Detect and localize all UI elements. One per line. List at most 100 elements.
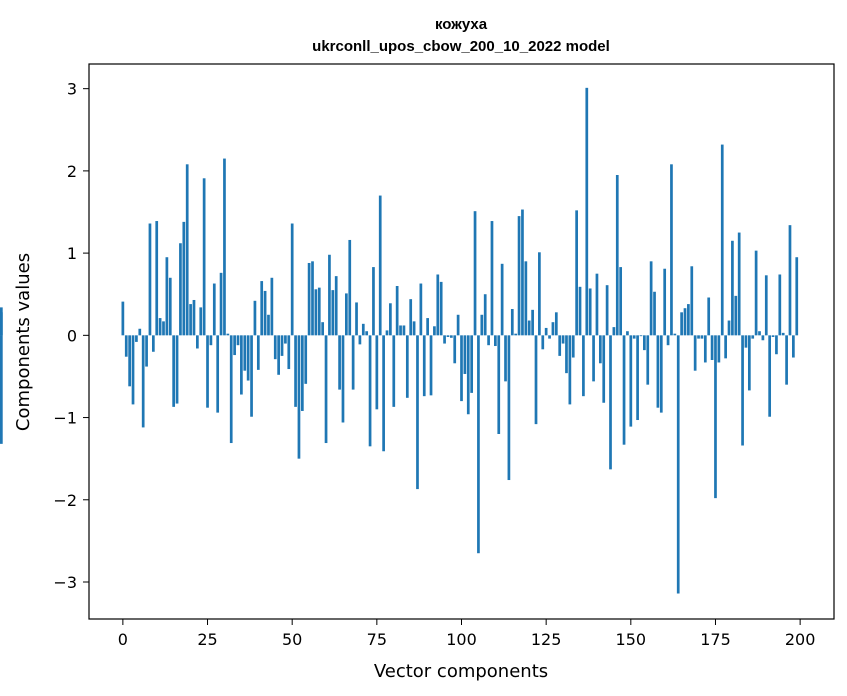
bar bbox=[724, 335, 727, 359]
bar bbox=[192, 299, 196, 336]
bar bbox=[615, 175, 619, 336]
bar bbox=[517, 216, 521, 336]
bar bbox=[792, 335, 795, 358]
bar bbox=[697, 335, 700, 339]
bar bbox=[795, 257, 799, 336]
bar bbox=[734, 295, 738, 336]
bar bbox=[375, 335, 379, 410]
bar bbox=[622, 335, 626, 445]
bar bbox=[487, 335, 490, 346]
bar bbox=[588, 288, 592, 336]
bar bbox=[578, 286, 582, 336]
bar bbox=[632, 335, 636, 339]
bar bbox=[392, 335, 396, 407]
bar bbox=[389, 303, 392, 336]
bar bbox=[409, 299, 413, 336]
bar bbox=[277, 335, 280, 375]
bar bbox=[253, 300, 257, 336]
bar bbox=[690, 266, 694, 336]
bar bbox=[182, 221, 186, 336]
bar bbox=[419, 283, 423, 336]
bar bbox=[561, 335, 565, 344]
bar bbox=[538, 252, 541, 336]
bar bbox=[598, 335, 602, 364]
bar bbox=[771, 335, 775, 337]
bar bbox=[568, 335, 572, 405]
bar bbox=[473, 211, 477, 336]
bar bbox=[477, 335, 480, 554]
bar bbox=[294, 335, 297, 407]
bar bbox=[304, 335, 308, 384]
bar bbox=[714, 335, 717, 499]
bar bbox=[544, 327, 548, 336]
bar bbox=[141, 335, 145, 428]
bar bbox=[135, 335, 138, 342]
y-tick-label: 1 bbox=[67, 244, 77, 263]
bar bbox=[554, 312, 558, 336]
bar bbox=[236, 335, 240, 346]
bar bbox=[480, 314, 484, 336]
y-tick-label: −2 bbox=[53, 491, 77, 510]
bar bbox=[449, 335, 453, 338]
bar bbox=[243, 335, 247, 371]
bar bbox=[351, 335, 355, 390]
bar bbox=[165, 257, 169, 336]
bar bbox=[507, 335, 511, 481]
y-tick-label: −1 bbox=[53, 409, 77, 428]
bar bbox=[345, 293, 348, 336]
bar bbox=[504, 335, 507, 382]
x-tick-label: 200 bbox=[785, 630, 816, 649]
bar bbox=[741, 335, 744, 446]
bar bbox=[284, 335, 287, 344]
bar bbox=[307, 262, 311, 336]
bar bbox=[663, 268, 667, 336]
bar bbox=[131, 335, 135, 405]
bar bbox=[524, 261, 528, 336]
bar bbox=[331, 290, 335, 336]
bar bbox=[656, 335, 660, 408]
bar bbox=[358, 335, 362, 345]
bar bbox=[500, 263, 504, 336]
bar bbox=[168, 277, 172, 336]
bar bbox=[761, 335, 765, 341]
bar bbox=[148, 223, 152, 336]
bar bbox=[138, 328, 142, 336]
bar bbox=[703, 335, 707, 363]
bar bbox=[412, 321, 416, 336]
bar bbox=[609, 335, 612, 470]
bar bbox=[582, 335, 585, 397]
bar bbox=[199, 307, 203, 336]
bar bbox=[426, 318, 429, 336]
bar bbox=[128, 335, 131, 387]
x-axis-label: Vector components bbox=[374, 661, 548, 682]
bar bbox=[639, 335, 643, 337]
bar bbox=[290, 223, 294, 336]
bar bbox=[494, 335, 497, 347]
bar bbox=[646, 335, 650, 385]
bar bbox=[433, 326, 436, 336]
bar bbox=[764, 275, 768, 336]
bar bbox=[399, 325, 402, 336]
bar bbox=[744, 335, 748, 348]
bar bbox=[571, 335, 575, 358]
bar bbox=[666, 335, 670, 346]
bar bbox=[355, 302, 358, 336]
bar bbox=[446, 335, 450, 337]
bar bbox=[649, 261, 653, 336]
bar bbox=[240, 335, 243, 395]
bar bbox=[416, 335, 419, 490]
bar bbox=[490, 221, 494, 336]
x-tick-label: 100 bbox=[446, 630, 477, 649]
bar bbox=[155, 221, 159, 336]
x-tick-label: 0 bbox=[118, 630, 128, 649]
bar bbox=[720, 144, 724, 336]
bar bbox=[405, 335, 409, 398]
bar bbox=[521, 209, 524, 336]
bar bbox=[514, 333, 518, 336]
bar bbox=[216, 335, 220, 413]
bar bbox=[768, 335, 772, 417]
bar bbox=[592, 335, 595, 382]
bar bbox=[246, 335, 250, 381]
bar bbox=[196, 335, 199, 349]
bar bbox=[605, 285, 609, 336]
